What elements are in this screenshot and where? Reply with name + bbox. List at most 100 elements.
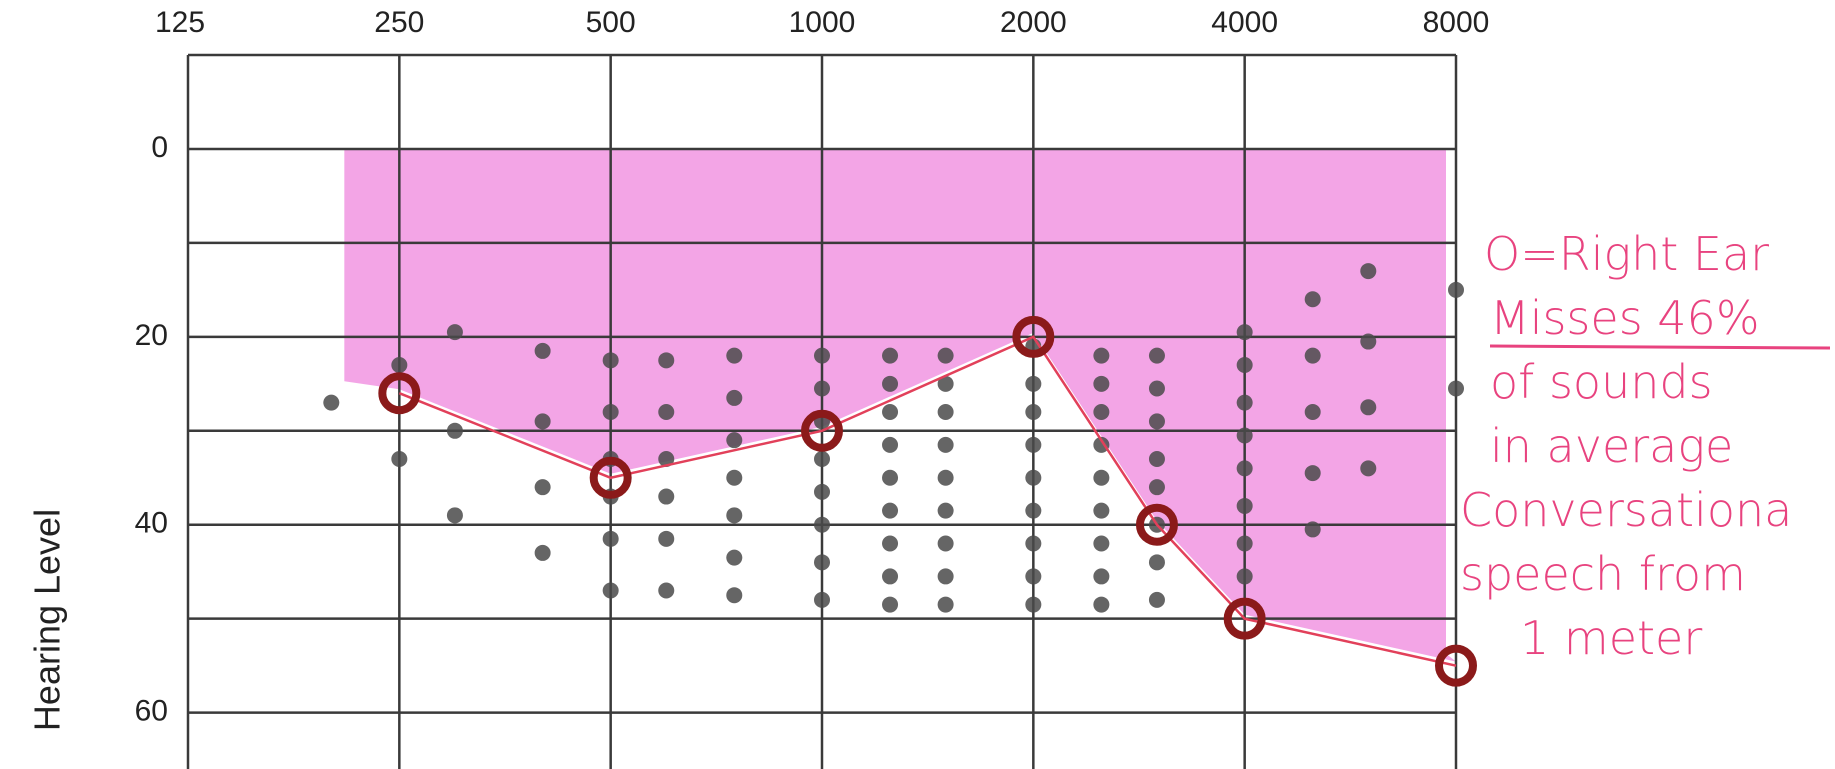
y-tick-label: 60 [135,695,168,728]
shaded-area [344,149,1456,662]
speech-dot [1093,597,1109,613]
speech-dot [938,437,954,453]
speech-dot [1093,404,1109,420]
speech-dot [1093,376,1109,392]
speech-dot [1360,460,1376,476]
speech-dot [726,470,742,486]
speech-dot [882,503,898,519]
shade-layer [344,149,1456,662]
speech-dot [1149,592,1165,608]
underline [1490,346,1830,348]
x-tick-label: 2000 [1000,6,1067,39]
speech-dot [447,324,463,340]
speech-dot [726,507,742,523]
speech-dot [938,348,954,364]
speech-dot [1149,554,1165,570]
annotation-line: in average [1490,419,1733,473]
speech-dot [603,404,619,420]
speech-dot [1149,451,1165,467]
speech-dot [658,583,674,599]
speech-dot [1237,568,1253,584]
speech-dot [1025,597,1041,613]
speech-dot [882,376,898,392]
speech-dot [1448,282,1464,298]
speech-dot [814,451,830,467]
speech-dot [1305,465,1321,481]
speech-dot [1025,470,1041,486]
speech-dot [814,517,830,533]
speech-dot [1149,348,1165,364]
speech-dot [1093,503,1109,519]
annotation-line: Misses 46% [1490,291,1760,345]
speech-dot [1093,348,1109,364]
y-tick-label: 40 [135,507,168,540]
annotation-line: speech from [1460,547,1746,601]
y-tick-label: 20 [135,319,168,352]
speech-dot [882,536,898,552]
x-tick-label: 500 [586,6,636,39]
speech-dot [938,597,954,613]
speech-dot [1025,568,1041,584]
audiogram: Hearing Level 12525050010002000400080000… [0,0,1835,769]
speech-dot [938,536,954,552]
x-tick-label: 250 [374,6,424,39]
speech-dot [726,348,742,364]
annotation-line: 1 meter [1520,611,1702,665]
x-tick-label: 125 [155,6,205,39]
speech-dot [882,348,898,364]
speech-dot [1093,470,1109,486]
speech-dot [535,343,551,359]
speech-dot [391,451,407,467]
speech-dot [1237,324,1253,340]
speech-dot [535,413,551,429]
speech-dot [726,587,742,603]
annotation-line: O=Right Ear [1484,227,1769,281]
speech-dot [726,390,742,406]
speech-dot [938,404,954,420]
speech-dot [1237,536,1253,552]
speech-dot [814,554,830,570]
speech-dot [726,432,742,448]
speech-dot [1360,263,1376,279]
speech-dot [1025,437,1041,453]
speech-dot [938,470,954,486]
speech-dot [1025,404,1041,420]
speech-dot [814,348,830,364]
y-tick-label: 0 [151,131,168,164]
speech-dot [1149,413,1165,429]
speech-dot [1305,348,1321,364]
speech-dot [726,550,742,566]
speech-dot [1360,334,1376,350]
x-tick-label: 8000 [1423,6,1490,39]
speech-dot [447,423,463,439]
x-tick-label: 4000 [1211,6,1278,39]
speech-dot [1025,503,1041,519]
x-tick-label: 1000 [789,6,856,39]
speech-dot [1025,536,1041,552]
speech-dot [1237,427,1253,443]
speech-dot [1237,498,1253,514]
speech-dot [658,404,674,420]
speech-dot [1305,521,1321,537]
speech-dot [603,352,619,368]
speech-dot [882,597,898,613]
annotation-line: Conversationa [1460,483,1792,537]
speech-dot [882,470,898,486]
speech-dot [882,437,898,453]
speech-dot [658,531,674,547]
speech-dot [882,568,898,584]
annotation-line: of sounds [1490,355,1713,409]
speech-dot [814,592,830,608]
speech-dot [1093,568,1109,584]
speech-dot [1237,460,1253,476]
speech-dot [1448,381,1464,397]
speech-dot [1360,399,1376,415]
speech-dot [1237,395,1253,411]
speech-dot [603,531,619,547]
speech-dot [814,381,830,397]
speech-dot [658,489,674,505]
speech-dot [938,503,954,519]
speech-dot [447,507,463,523]
speech-dot [603,583,619,599]
speech-dot [323,395,339,411]
